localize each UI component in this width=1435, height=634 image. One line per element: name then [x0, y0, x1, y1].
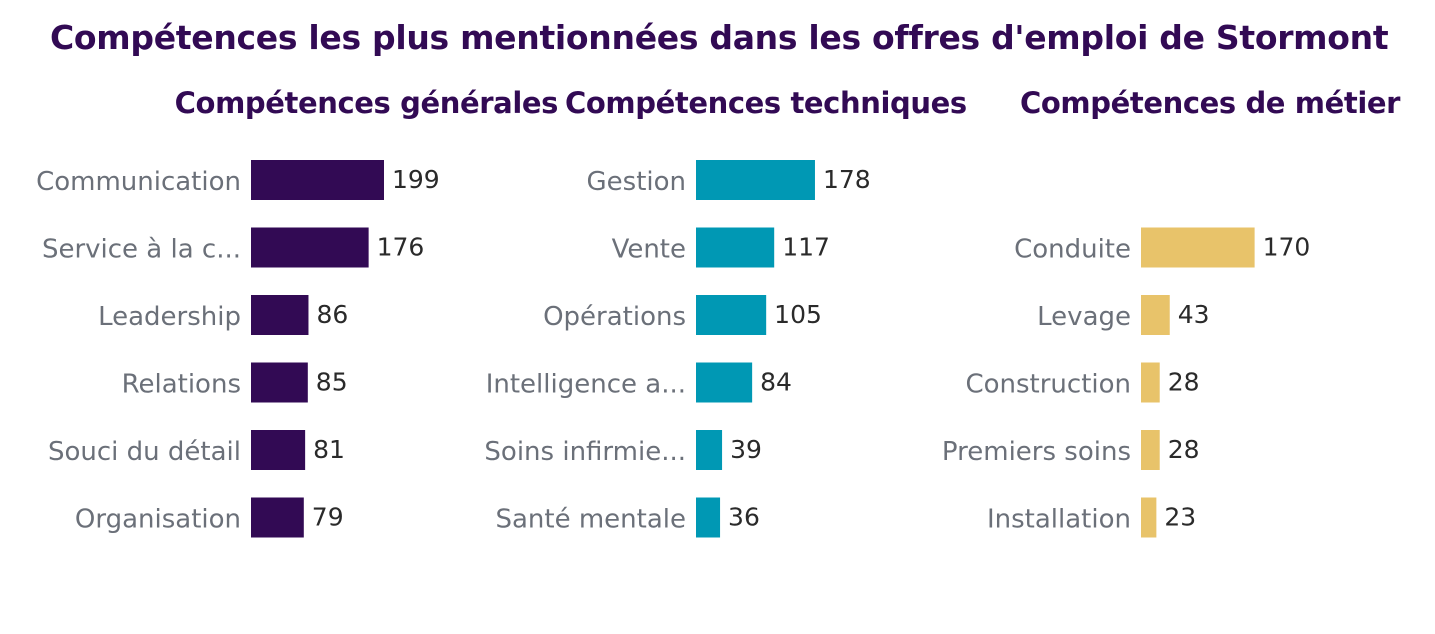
category-label: Vente [612, 235, 686, 265]
data-label: 81 [313, 435, 345, 464]
category-label: Installation [987, 505, 1131, 535]
category-label: Souci du détail [48, 437, 241, 467]
bar [1141, 295, 1170, 335]
bar [251, 430, 306, 470]
data-label: 199 [392, 165, 440, 194]
data-label: 84 [760, 368, 792, 397]
bar [1141, 497, 1157, 538]
category-label: Soins infirmie... [484, 437, 686, 467]
category-label: Service à la c... [42, 235, 241, 265]
category-label: Opérations [543, 302, 686, 332]
data-label: 117 [782, 233, 830, 262]
panel-0: Communication 199 Service à la c... 176 Lead… [36, 160, 440, 538]
category-label: Relations [122, 370, 241, 400]
category-label: Communication [36, 167, 241, 197]
category-label: Leadership [98, 302, 241, 332]
data-label: 79 [312, 503, 344, 532]
data-label: 36 [728, 503, 760, 532]
data-label: 176 [377, 233, 425, 262]
data-label: 28 [1168, 368, 1200, 397]
data-label: 170 [1263, 233, 1311, 262]
data-label: 39 [730, 435, 762, 464]
data-label: 105 [774, 300, 822, 329]
bar [696, 227, 775, 268]
panel-title-trade: Compétences de métier [1020, 86, 1401, 120]
panel-2: Conduite 170 Levage 43 Construction 28 Premier… [942, 227, 1311, 538]
data-label: 23 [1164, 503, 1196, 532]
data-label: 43 [1178, 300, 1210, 329]
bar [251, 362, 308, 403]
bar [1141, 430, 1160, 470]
category-label: Intelligence a... [486, 370, 686, 400]
category-label: Gestion [587, 167, 687, 197]
bar [696, 497, 721, 538]
panel-title-general: Compétences générales [174, 86, 558, 120]
category-label: Organisation [75, 505, 241, 535]
bar [251, 227, 369, 268]
bar [696, 160, 815, 200]
bar [1141, 227, 1255, 268]
bar [696, 430, 723, 470]
data-label: 86 [316, 300, 348, 329]
bar [696, 295, 767, 335]
bar [1141, 362, 1160, 403]
data-label: 178 [823, 165, 871, 194]
category-label: Construction [965, 370, 1131, 400]
category-label: Levage [1037, 302, 1131, 332]
category-label: Premiers soins [942, 437, 1131, 467]
panel-1: Gestion 178 Vente 117 Opérations 105 Intellige… [484, 160, 871, 538]
data-label: 85 [316, 368, 348, 397]
bar [251, 497, 304, 538]
bar [251, 295, 309, 335]
chart-title: Compétences les plus mentionnées dans le… [50, 18, 1389, 57]
category-label: Conduite [1014, 235, 1131, 265]
panel-title-technical: Compétences techniques [565, 86, 967, 120]
bar [251, 160, 384, 200]
bar [696, 362, 753, 403]
data-label: 28 [1168, 435, 1200, 464]
category-label: Santé mentale [495, 505, 686, 535]
